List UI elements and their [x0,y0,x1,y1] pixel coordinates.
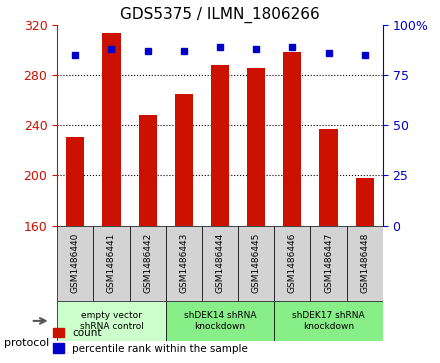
Bar [129,225,166,301]
Bar [175,94,193,225]
Bar [139,115,157,225]
Text: empty vector
shRNA control: empty vector shRNA control [80,311,143,331]
Bar [202,225,238,301]
Bar [247,68,265,225]
Text: shDEK14 shRNA
knockdown: shDEK14 shRNA knockdown [184,311,256,331]
Text: GSM1486448: GSM1486448 [360,233,369,293]
Text: GSM1486443: GSM1486443 [180,233,188,293]
Text: GSM1486442: GSM1486442 [143,233,152,293]
Bar [347,225,383,301]
Text: GSM1486446: GSM1486446 [288,233,297,293]
Bar [238,225,274,301]
Bar [166,301,274,341]
Text: GSM1486444: GSM1486444 [216,233,224,293]
Text: protocol: protocol [4,338,50,348]
Bar [274,301,383,341]
Text: shDEK17 shRNA
knockdown: shDEK17 shRNA knockdown [292,311,365,331]
Bar [57,225,93,301]
Bar [211,65,229,225]
Text: GSM1486441: GSM1486441 [107,233,116,293]
Bar [103,33,121,225]
Text: GSM1486447: GSM1486447 [324,233,333,293]
Bar [274,225,311,301]
Text: GSM1486445: GSM1486445 [252,233,260,293]
Text: GSM1486440: GSM1486440 [71,233,80,293]
Bar [66,137,84,225]
Legend: count, percentile rank within the sample: count, percentile rank within the sample [49,324,252,358]
Bar [283,52,301,225]
Bar [93,225,129,301]
Bar [57,301,166,341]
Bar [319,129,337,225]
Bar [356,178,374,225]
Title: GDS5375 / ILMN_1806266: GDS5375 / ILMN_1806266 [120,7,320,23]
Bar [311,225,347,301]
Bar [166,225,202,301]
